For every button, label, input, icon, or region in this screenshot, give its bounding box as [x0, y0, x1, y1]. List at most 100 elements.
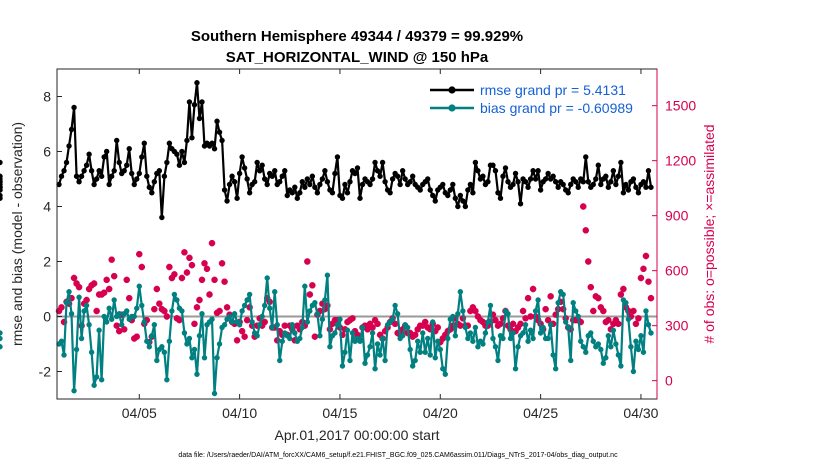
obs-count-marker — [85, 285, 93, 293]
bias-point — [643, 308, 649, 314]
rmse-point — [490, 162, 496, 168]
rmse-point — [648, 184, 654, 190]
rmse-point — [605, 184, 612, 190]
bias-point — [334, 322, 341, 328]
bias-point — [267, 305, 273, 311]
y-tick-label-right: 300 — [665, 318, 689, 334]
bias-point — [324, 272, 331, 278]
y-tick-label-right: 0 — [665, 373, 673, 389]
bias-point — [510, 330, 516, 336]
rmse-point — [179, 148, 185, 155]
obs-count-marker — [452, 315, 459, 322]
rmse-point — [246, 190, 253, 196]
rmse-point — [309, 173, 316, 179]
rmse-point — [555, 184, 561, 190]
rmse-point — [460, 198, 466, 204]
rmse-point — [394, 173, 401, 179]
rmse-point — [129, 170, 135, 177]
obs-count-marker — [110, 272, 118, 280]
bias-point — [527, 327, 534, 333]
rmse-point — [282, 168, 288, 174]
bias-point — [116, 311, 122, 317]
x-axis-label: Apr.01,2017 00:00:00 start — [274, 427, 439, 443]
bias-point — [467, 330, 474, 336]
obs-count-marker — [361, 322, 369, 329]
rmse-point — [623, 181, 629, 188]
bias-point — [279, 338, 285, 344]
obs-count-marker — [499, 315, 507, 322]
bias-point — [404, 324, 411, 331]
bias-point — [512, 366, 519, 372]
rmse-point — [294, 195, 301, 201]
bias-point — [287, 335, 293, 342]
bias-point — [615, 352, 622, 358]
rmse-point — [359, 181, 366, 188]
rmse-point — [71, 104, 77, 111]
rmse-point — [615, 173, 622, 179]
bias-point — [583, 349, 589, 355]
rmse-point — [272, 168, 278, 174]
rmse-point — [352, 170, 358, 177]
bias-point — [457, 289, 464, 295]
y-tick-label-left: 0 — [43, 309, 51, 325]
bias-point — [545, 335, 551, 342]
bias-point — [465, 335, 471, 342]
bias-point — [88, 349, 95, 355]
rmse-point — [297, 190, 303, 196]
bias-point — [630, 368, 637, 375]
x-tick-label: 04/15 — [322, 405, 357, 421]
bias-point — [462, 324, 469, 331]
bias-point — [573, 308, 579, 314]
obs-count-marker — [304, 258, 311, 265]
bias-point — [638, 333, 644, 339]
rmse-point — [397, 181, 403, 188]
obs-count-marker — [276, 327, 283, 335]
bias-point — [83, 302, 90, 309]
bias-point — [327, 344, 333, 350]
bias-point — [314, 311, 321, 317]
bias-point — [139, 302, 145, 309]
obs-count-marker — [143, 316, 150, 324]
rmse-point — [402, 176, 408, 182]
rmse-point — [560, 181, 566, 188]
footnote: data file: /Users/raeder/DAI/ATM_forcXX/… — [178, 452, 618, 459]
rmse-point — [184, 137, 190, 144]
y-tick-label-right: 600 — [665, 263, 689, 279]
obs-count-marker — [630, 307, 637, 315]
obs-count-marker — [469, 304, 477, 311]
obs-count-marker — [198, 276, 206, 284]
obs-count-marker — [321, 305, 329, 313]
bias-point — [209, 316, 215, 322]
obs-count-marker — [136, 250, 143, 258]
rmse-point — [590, 181, 596, 188]
rmse-point — [221, 187, 228, 193]
bias-point — [475, 344, 481, 350]
bias-point — [144, 338, 150, 344]
obs-count-marker — [457, 322, 464, 329]
rmse-point — [322, 168, 328, 174]
bias-point — [613, 341, 619, 347]
bias-point — [389, 316, 396, 322]
rmse-point — [141, 140, 147, 146]
rmse-point — [595, 162, 602, 168]
rmse-point — [78, 173, 85, 179]
bias-point — [605, 333, 612, 339]
obs-count-marker — [447, 326, 454, 333]
bias-point — [111, 297, 117, 303]
rmse-point — [111, 168, 117, 174]
bias-point — [460, 308, 466, 314]
rmse-point — [505, 179, 511, 185]
y-axis-left-label: rmse and bias (model - observation) — [9, 122, 25, 346]
bias-point — [417, 349, 423, 355]
rmse-point — [219, 137, 225, 144]
obs-count-marker — [138, 263, 145, 271]
obs-count-marker — [625, 307, 632, 315]
obs-count-marker — [216, 307, 223, 315]
rmse-point — [176, 162, 183, 168]
y-tick-label-left: 6 — [43, 144, 51, 160]
bias-point — [442, 371, 448, 377]
bias-point — [289, 322, 295, 328]
rmse-point — [407, 179, 413, 185]
y-tick-label-left: 8 — [43, 89, 51, 105]
